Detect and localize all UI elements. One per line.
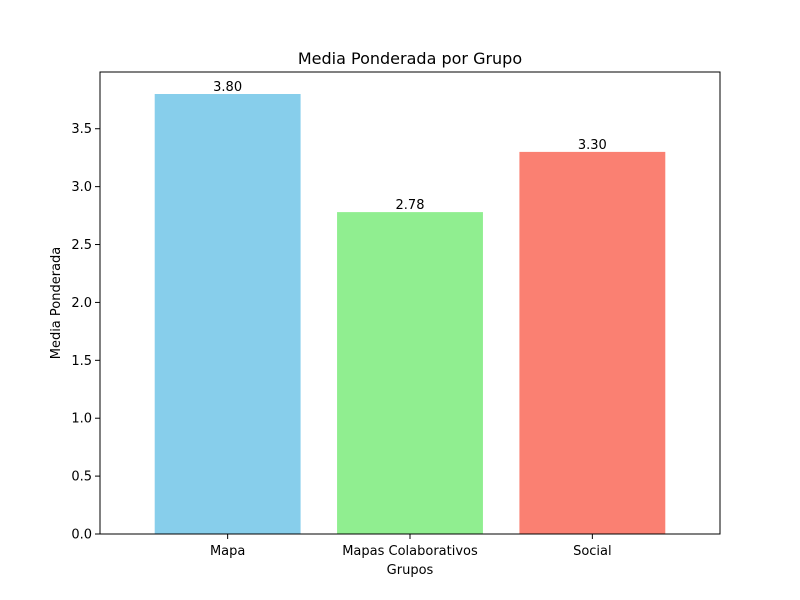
data-labels-group: 3.80 2.78 3.30: [213, 80, 607, 213]
y-tick-label: 0.0: [71, 528, 92, 543]
y-tick-label: 1.5: [71, 354, 92, 369]
y-tick-label: 3.5: [71, 122, 92, 137]
chart-title: Media Ponderada por Grupo: [298, 49, 522, 68]
x-tick-label: Mapas Colaborativos: [342, 544, 478, 559]
x-axis-label: Grupos: [387, 563, 434, 578]
x-tick-label: Social: [573, 544, 612, 559]
bar-value-label: 3.30: [578, 138, 607, 153]
y-tick-label: 3.0: [71, 180, 92, 195]
bar-value-label: 3.80: [213, 80, 242, 95]
bar-mapas-colaborativos: [337, 212, 483, 534]
x-axis: Mapa Mapas Colaborativos Social: [210, 534, 612, 559]
y-tick-label: 2.5: [71, 238, 92, 253]
y-axis: 0.0 0.5 1.0 1.5 2.0 2.5 3.0 3.5: [71, 122, 100, 543]
y-axis-label: Media Ponderada: [49, 247, 64, 360]
bar-mapa: [154, 94, 301, 534]
x-tick-label: Mapa: [210, 544, 245, 559]
bars-group: [154, 94, 666, 535]
bar-value-label: 2.78: [396, 198, 425, 213]
bar-social: [519, 151, 666, 535]
y-tick-label: 2.0: [71, 296, 92, 311]
y-tick-label: 0.5: [71, 470, 92, 485]
y-tick-label: 1.0: [71, 412, 92, 427]
